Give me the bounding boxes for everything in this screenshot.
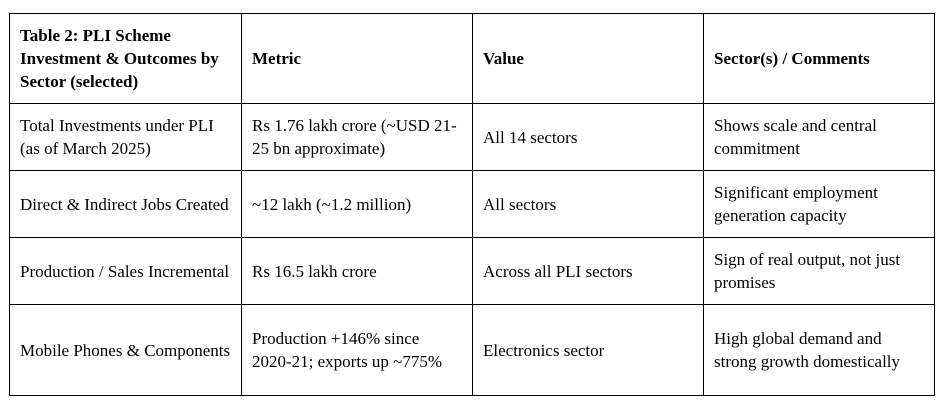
- table-cell: All sectors: [472, 170, 704, 238]
- table-cell: Rs 1.76 lakh crore (~USD 21-25 bn approx…: [241, 103, 473, 171]
- table-cell: Significant employment generation capaci…: [703, 170, 935, 238]
- table-cell: High global demand and strong growth dom…: [703, 304, 935, 396]
- table-row: Total Investments under PLI (as of March…: [9, 103, 935, 171]
- table-cell: Direct & Indirect Jobs Created: [9, 170, 242, 238]
- table-caption-header: Table 2: PLI Scheme Investment & Outcome…: [9, 13, 242, 104]
- table-row: Production / Sales Incremental Rs 16.5 l…: [9, 237, 935, 305]
- table-cell: Shows scale and central commitment: [703, 103, 935, 171]
- table-row: Direct & Indirect Jobs Created ~12 lakh …: [9, 170, 935, 238]
- metric-column-header: Metric: [241, 13, 473, 104]
- table-cell: All 14 sectors: [472, 103, 704, 171]
- table-cell: Rs 16.5 lakh crore: [241, 237, 473, 305]
- table-cell: Sign of real output, not just promises: [703, 237, 935, 305]
- table-cell: Production / Sales Incremental: [9, 237, 242, 305]
- value-column-header: Value: [472, 13, 704, 104]
- comments-column-header: Sector(s) / Comments: [703, 13, 935, 104]
- table-cell: ~12 lakh (~1.2 million): [241, 170, 473, 238]
- table-cell: Electronics sector: [472, 304, 704, 396]
- table-cell: Across all PLI sectors: [472, 237, 704, 305]
- table-header-row: Table 2: PLI Scheme Investment & Outcome…: [9, 13, 935, 104]
- pli-investment-table: Table 2: PLI Scheme Investment & Outcome…: [9, 13, 935, 396]
- table-cell: Mobile Phones & Components: [9, 304, 242, 396]
- table-row: Mobile Phones & Components Production +1…: [9, 304, 935, 396]
- table-cell: Total Investments under PLI (as of March…: [9, 103, 242, 171]
- table-cell: Production +146% since 2020-21; exports …: [241, 304, 473, 396]
